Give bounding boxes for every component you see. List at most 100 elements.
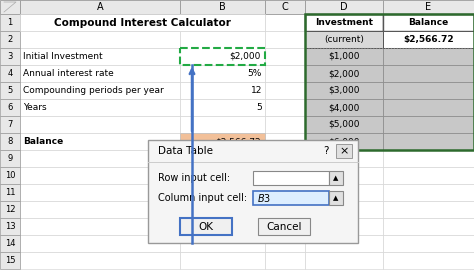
Bar	[265, 0, 305, 14]
Bar	[305, 167, 383, 184]
Bar	[180, 48, 265, 65]
Bar	[305, 99, 383, 116]
Bar	[180, 31, 265, 48]
Bar	[265, 99, 305, 116]
Bar	[0, 201, 20, 218]
Bar	[180, 116, 265, 133]
Bar	[0, 82, 20, 99]
Bar	[305, 235, 383, 252]
Bar	[20, 0, 180, 14]
Bar	[180, 65, 265, 82]
Bar	[383, 14, 474, 31]
Bar	[20, 201, 180, 218]
Bar	[0, 99, 20, 116]
Bar	[383, 65, 474, 82]
Text: Data Table: Data Table	[158, 146, 213, 156]
Bar	[180, 133, 265, 150]
Bar	[0, 133, 20, 150]
Text: 1: 1	[8, 18, 13, 27]
Bar	[180, 252, 265, 269]
Text: 13: 13	[5, 222, 15, 231]
Text: $2,000: $2,000	[328, 69, 360, 78]
Bar	[383, 133, 474, 150]
Text: ×: ×	[339, 146, 349, 156]
Bar	[383, 65, 474, 82]
Bar	[305, 0, 383, 14]
Bar	[265, 133, 305, 150]
Text: 11: 11	[5, 188, 15, 197]
Bar	[265, 218, 305, 235]
Text: $2,000: $2,000	[229, 52, 261, 61]
Text: $6,000: $6,000	[328, 137, 360, 146]
Bar	[0, 167, 20, 184]
Bar	[0, 65, 20, 82]
Bar	[305, 82, 383, 99]
Bar	[180, 167, 265, 184]
Bar	[336, 144, 352, 158]
Bar	[383, 150, 474, 167]
Bar	[305, 116, 383, 133]
Bar	[383, 218, 474, 235]
Bar	[265, 167, 305, 184]
Bar	[20, 99, 180, 116]
Bar	[265, 235, 305, 252]
Bar	[20, 65, 180, 82]
Text: B: B	[219, 2, 226, 12]
Text: Row input cell:: Row input cell:	[158, 173, 230, 183]
Text: E: E	[426, 2, 431, 12]
Text: ?: ?	[323, 146, 329, 156]
Bar	[20, 82, 180, 99]
Bar	[305, 133, 383, 150]
Bar	[0, 116, 20, 133]
Bar	[305, 48, 383, 65]
Bar	[0, 252, 20, 269]
Bar	[180, 218, 265, 235]
Bar	[180, 184, 265, 201]
Text: 5: 5	[256, 103, 262, 112]
Bar	[180, 99, 265, 116]
Bar	[0, 150, 20, 167]
Bar	[265, 252, 305, 269]
Bar	[0, 14, 20, 31]
Bar	[20, 14, 265, 31]
Bar	[180, 201, 265, 218]
Bar	[383, 201, 474, 218]
Bar	[20, 133, 180, 150]
Bar	[305, 218, 383, 235]
Text: C: C	[282, 2, 288, 12]
Bar	[383, 48, 474, 65]
Bar	[383, 116, 474, 133]
Bar	[383, 14, 474, 31]
Text: $1,000: $1,000	[328, 52, 360, 61]
Text: OK: OK	[199, 221, 213, 232]
Text: ▲: ▲	[333, 175, 339, 181]
Bar	[0, 48, 20, 65]
Text: 12: 12	[5, 205, 15, 214]
Text: 10: 10	[5, 171, 15, 180]
Bar	[383, 48, 474, 65]
Bar	[305, 201, 383, 218]
Bar	[305, 184, 383, 201]
Bar	[258, 218, 310, 235]
Text: Column input cell:: Column input cell:	[158, 193, 247, 203]
Bar	[305, 99, 383, 116]
Text: $2,566.72: $2,566.72	[403, 35, 454, 44]
Text: 9: 9	[8, 154, 13, 163]
Bar	[265, 201, 305, 218]
Bar	[383, 82, 474, 99]
Text: (current): (current)	[324, 35, 364, 44]
Bar	[265, 150, 305, 167]
Bar	[0, 0, 20, 14]
Bar	[0, 31, 20, 48]
Text: Compound Interest Calculator: Compound Interest Calculator	[54, 17, 231, 28]
Text: Initial Investment: Initial Investment	[23, 52, 103, 61]
Bar	[383, 167, 474, 184]
Bar	[265, 31, 305, 48]
Text: 15: 15	[5, 256, 15, 265]
Text: 3: 3	[7, 52, 13, 61]
Bar	[20, 252, 180, 269]
Bar	[20, 218, 180, 235]
Text: 8: 8	[7, 137, 13, 146]
Bar	[20, 14, 180, 31]
Bar	[383, 99, 474, 116]
